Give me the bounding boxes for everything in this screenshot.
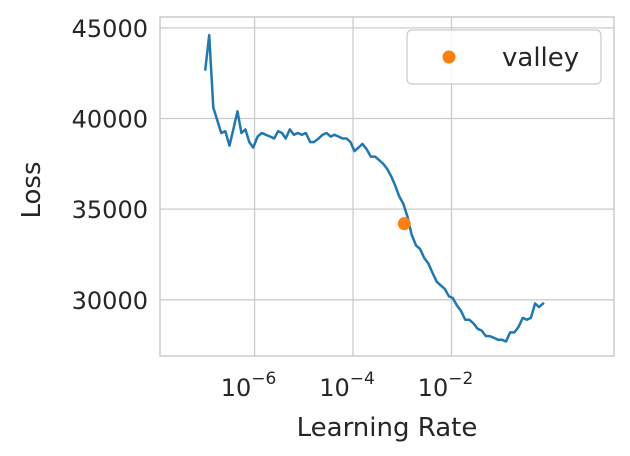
x-tick-label: 10−6 xyxy=(221,369,277,402)
y-tick-labels: 30000 35000 40000 45000 xyxy=(72,15,148,315)
legend-box xyxy=(406,29,602,85)
y-tick-label: 45000 xyxy=(72,15,148,43)
y-tick-label: 35000 xyxy=(72,196,148,224)
y-tick-label: 30000 xyxy=(72,287,148,315)
x-tick-base: 10 xyxy=(418,374,449,402)
legend-swatch-valley xyxy=(442,50,456,64)
x-tick-label: 10−4 xyxy=(319,369,375,402)
legend-label-valley: valley xyxy=(502,43,579,73)
loss-series-line xyxy=(204,33,545,343)
y-tick-label: 40000 xyxy=(72,106,148,134)
marker-layer xyxy=(397,217,411,231)
x-tick-exponent: −6 xyxy=(251,369,276,389)
x-axis-label: Learning Rate xyxy=(297,413,478,443)
legend: valley xyxy=(406,29,602,85)
y-axis-label: Loss xyxy=(17,161,47,218)
x-tick-label: 10−2 xyxy=(418,369,474,402)
series-layer xyxy=(204,33,545,343)
x-tick-base: 10 xyxy=(319,374,350,402)
x-tick-exponent: −2 xyxy=(448,369,473,389)
valley-marker xyxy=(397,217,411,231)
x-tick-labels: 10−6 10−4 10−2 xyxy=(221,369,474,402)
plot-frame xyxy=(159,16,615,357)
x-tick-exponent: −4 xyxy=(350,369,375,389)
x-tick-base: 10 xyxy=(221,374,252,402)
